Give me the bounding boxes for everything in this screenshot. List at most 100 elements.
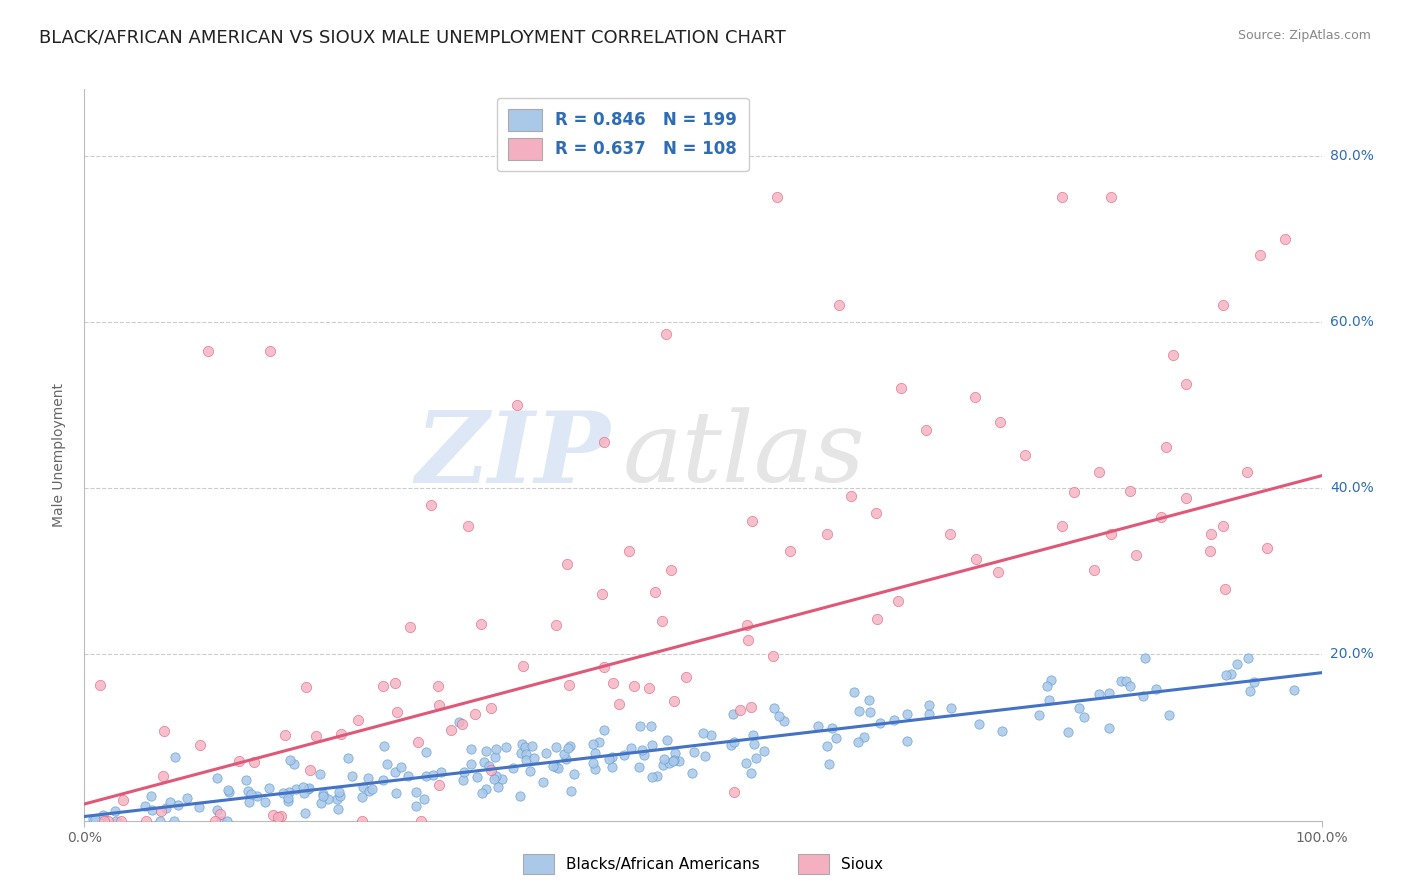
Point	[723, 785, 745, 799]
Point	[163, 749, 186, 764]
Text: BLACK/AFRICAN AMERICAN VS SIOUX MALE UNEMPLOYMENT CORRELATION CHART: BLACK/AFRICAN AMERICAN VS SIOUX MALE UNE…	[39, 29, 786, 46]
Point	[523, 751, 546, 765]
Point	[465, 770, 488, 784]
Point	[600, 760, 623, 774]
Point	[939, 527, 962, 541]
Point	[1038, 693, 1060, 707]
Point	[828, 298, 851, 312]
Point	[457, 518, 479, 533]
Point	[309, 767, 332, 781]
Point	[176, 791, 198, 805]
Point	[262, 807, 284, 822]
Point	[641, 770, 664, 784]
Point	[588, 735, 610, 749]
Point	[326, 792, 349, 806]
Point	[110, 814, 132, 828]
Point	[593, 723, 616, 737]
Point	[412, 792, 434, 806]
Point	[295, 681, 318, 695]
Point	[825, 731, 848, 746]
Point	[399, 620, 422, 634]
Point	[890, 381, 912, 395]
Point	[217, 814, 239, 828]
Point	[965, 552, 987, 566]
Point	[277, 791, 299, 805]
Text: Source: ZipAtlas.com: Source: ZipAtlas.com	[1237, 29, 1371, 42]
Point	[865, 506, 887, 520]
Point	[655, 732, 678, 747]
Point	[866, 611, 889, 625]
Point	[859, 705, 882, 719]
Point	[720, 738, 742, 752]
Point	[918, 706, 941, 721]
Point	[450, 716, 472, 731]
Point	[659, 563, 682, 577]
Point	[149, 814, 172, 828]
Point	[1036, 680, 1059, 694]
Text: 40.0%: 40.0%	[1330, 481, 1374, 495]
Point	[167, 797, 190, 812]
Point	[485, 741, 508, 756]
Point	[641, 738, 664, 752]
Point	[1243, 675, 1265, 690]
Point	[430, 764, 453, 779]
Point	[204, 814, 226, 828]
Point	[150, 804, 173, 818]
Point	[218, 785, 240, 799]
Point	[815, 527, 838, 541]
Point	[620, 741, 643, 756]
Point	[235, 772, 257, 787]
Point	[644, 584, 666, 599]
Point	[969, 717, 991, 731]
Point	[547, 761, 569, 775]
Point	[274, 728, 297, 742]
Point	[506, 398, 529, 412]
Point	[631, 742, 654, 756]
Point	[692, 725, 714, 739]
Point	[271, 786, 294, 800]
Point	[419, 498, 441, 512]
Point	[316, 792, 339, 806]
Point	[515, 753, 537, 767]
Point	[155, 801, 177, 815]
Point	[350, 790, 373, 805]
Text: ZIP: ZIP	[415, 407, 610, 503]
Point	[373, 773, 395, 788]
Point	[593, 660, 616, 674]
Point	[411, 814, 433, 828]
Point	[655, 327, 678, 342]
Point	[520, 739, 543, 754]
Point	[415, 745, 437, 759]
Point	[1144, 682, 1167, 697]
Point	[591, 587, 613, 601]
Point	[1014, 448, 1036, 462]
Point	[254, 795, 277, 809]
Point	[1098, 721, 1121, 735]
Point	[681, 765, 703, 780]
Point	[1213, 582, 1236, 597]
Point	[815, 739, 838, 753]
Point	[415, 769, 437, 783]
Point	[396, 769, 419, 783]
Point	[238, 783, 260, 797]
Point	[510, 737, 533, 751]
Point	[384, 765, 406, 780]
Point	[553, 747, 575, 761]
Point	[405, 785, 427, 799]
Point	[1109, 674, 1132, 689]
Point	[745, 750, 768, 764]
Point	[470, 616, 492, 631]
Point	[742, 737, 765, 751]
Point	[491, 772, 513, 786]
Point	[484, 772, 506, 787]
Point	[243, 755, 266, 769]
Point	[918, 698, 941, 713]
Point	[187, 799, 209, 814]
Point	[270, 809, 292, 823]
Point	[91, 807, 114, 822]
Point	[965, 390, 987, 404]
Point	[375, 757, 398, 772]
Point	[741, 728, 763, 742]
Point	[617, 543, 640, 558]
Point	[1215, 668, 1237, 682]
